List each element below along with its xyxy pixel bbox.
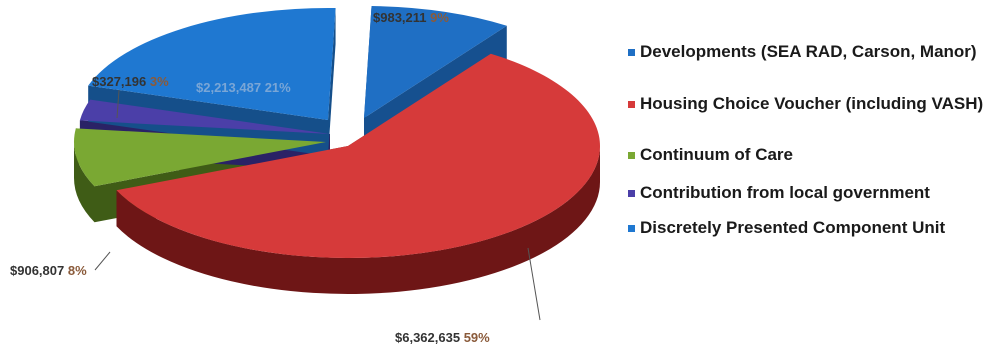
pie-slice-side (116, 146, 601, 295)
data-label: $6,362,635 59% (395, 330, 490, 345)
legend-swatch-icon (628, 152, 635, 159)
legend-swatch-icon (628, 190, 635, 197)
legend-item-developments: Developments (SEA RAD, Carson, Manor) (628, 42, 990, 61)
pie-chart-svg: $983,211 9% $6,362,635 59% $906,807 8% $327… (10, 6, 601, 345)
data-label: $983,211 9% (373, 10, 449, 25)
pie-slice-side (74, 142, 95, 223)
legend-label: Developments (SEA RAD, Carson, Manor) (640, 42, 977, 61)
legend-swatch-icon (628, 225, 635, 232)
legend-item-local-government: Contribution from local government (628, 183, 930, 202)
leader-line (116, 89, 120, 119)
legend-item-component-unit: Discretely Presented Component Unit (628, 218, 970, 237)
legend-item-continuum-of-care: Continuum of Care (628, 145, 793, 164)
data-label: $327,196 3% (92, 74, 169, 89)
legend-swatch-icon (628, 49, 635, 56)
legend-label: Continuum of Care (640, 145, 793, 164)
pie-slice (79, 99, 330, 134)
data-label: $906,807 8% (10, 263, 87, 278)
legend-swatch-icon (628, 101, 635, 108)
legend-label: Contribution from local government (640, 183, 930, 202)
legend-label: Housing Choice Voucher (including VASH) (640, 94, 984, 113)
leader-line (94, 251, 111, 271)
legend-label: Discretely Presented Component Unit (640, 218, 946, 237)
legend-item-housing-choice-voucher: Housing Choice Voucher (including VASH) (628, 94, 990, 113)
pie-slice (88, 7, 336, 121)
pie-slice (74, 128, 326, 187)
data-label: $2,213,487 21% (196, 80, 291, 95)
leader-line (527, 247, 541, 321)
pie-slice (364, 6, 507, 118)
pie-slice-face (328, 8, 336, 156)
pie-slice (116, 53, 601, 258)
